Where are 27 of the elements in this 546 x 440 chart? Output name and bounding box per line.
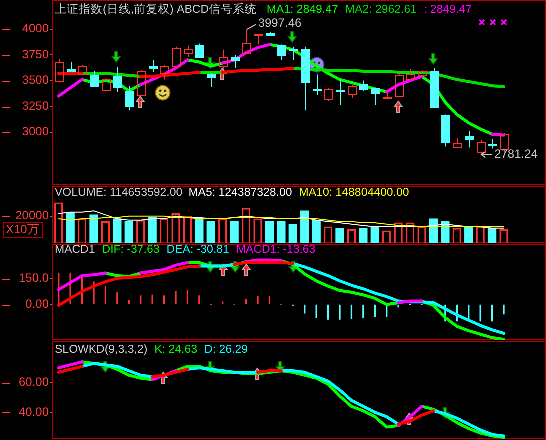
series-label: DEA: -30.81 xyxy=(166,244,230,256)
y-tick-label: 150.0 xyxy=(18,270,50,285)
y-axis-title: X10万 xyxy=(6,222,40,236)
annotation: 2781.24 xyxy=(494,147,538,162)
series-label: MA5: 124387328.00 xyxy=(188,187,292,199)
text: : 2849.47 xyxy=(424,4,472,16)
chart-title: 上证指数(日线,前复权) ABCD信号系统 xyxy=(55,4,257,16)
series-label: DIF: -37.63 xyxy=(102,244,160,256)
chart-title: MACD1 xyxy=(55,244,96,256)
y-tick-label: 3500 xyxy=(22,73,50,88)
y-tick-label: 40.00 xyxy=(18,404,50,419)
series-label: MACD1: -13.63 xyxy=(236,244,316,256)
series-label: MA10: 148804400.00 xyxy=(299,187,410,199)
text: MA1: 2849.47 xyxy=(266,4,338,16)
y-tick-label: 20000 xyxy=(16,208,50,223)
y-tick-label: 4000 xyxy=(22,22,50,36)
series-label: K: 24.63 xyxy=(154,344,198,356)
text: MA2: 2962.61 xyxy=(345,4,418,16)
annotation: 3997.46 xyxy=(258,16,302,30)
y-tick-label: 0.00 xyxy=(26,297,50,312)
y-tick-label: 3250 xyxy=(22,98,50,113)
chart-title: SLOWKD(9,3,3,2) xyxy=(55,344,148,356)
y-tick-label: 3000 xyxy=(22,124,50,139)
chart-title: VOLUME: 114653592.00 xyxy=(55,187,183,199)
y-tick-label: 60.00 xyxy=(18,375,50,390)
series-label: D: 26.29 xyxy=(204,344,248,356)
y-tick-label: 3750 xyxy=(22,47,50,62)
